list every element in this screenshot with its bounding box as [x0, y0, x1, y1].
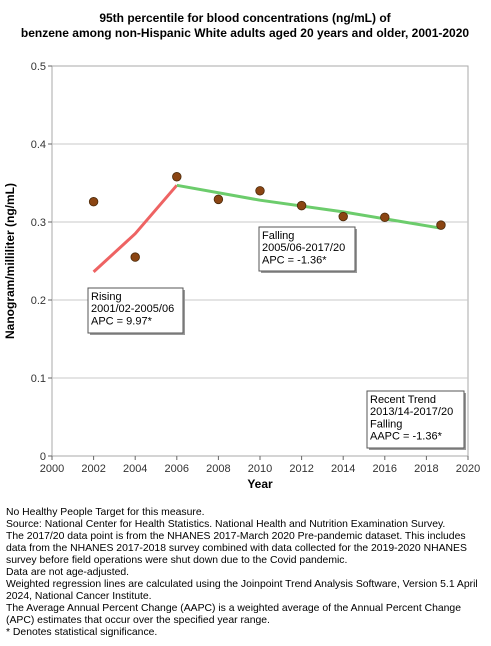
- y-axis-title: Nanogram/milliliter (ng/mL): [3, 183, 17, 339]
- footnotes: No Healthy People Target for this measur…: [6, 507, 488, 639]
- data-points: [88, 172, 446, 262]
- footnote: Data are not age-adjusted.: [6, 567, 130, 578]
- y-axis-ticks: 0 0.1 0.2 0.3 0.4 0.5: [31, 61, 52, 463]
- x-axis-ticks: 2000 2002 2004 2006 2008 2010 2012 2014 2016 2018…: [40, 456, 480, 475]
- footnote: * Denotes statistical significance.: [6, 627, 158, 638]
- x-tick-label: 2014: [331, 463, 355, 475]
- x-tick-label: 2010: [248, 463, 272, 475]
- data-point: [296, 200, 307, 211]
- y-tick-label: 0.1: [31, 373, 46, 385]
- data-point: [436, 220, 446, 230]
- data-point: [172, 172, 182, 182]
- x-tick-label: 2012: [289, 463, 313, 475]
- annotation-line: 2013/14-2017/20: [370, 406, 453, 418]
- y-tick-label: 0.2: [31, 295, 46, 307]
- footnote: Source: National Center for Health Stati…: [6, 519, 446, 530]
- data-point: [130, 252, 140, 262]
- y-tick-label: 0.4: [31, 139, 46, 151]
- footnote: Weighted regression lines are calculated…: [6, 579, 478, 602]
- footnote: No Healthy People Target for this measur…: [6, 507, 205, 518]
- data-point: [338, 211, 348, 222]
- annotation-line: Falling: [370, 418, 402, 430]
- annotation-line: APC = -1.36*: [262, 254, 327, 266]
- annotation-line: AAPC = -1.36*: [370, 431, 443, 443]
- annotation-line: Recent Trend: [370, 394, 436, 406]
- footnote: The Average Annual Percent Change (AAPC)…: [6, 603, 461, 626]
- x-tick-label: 2008: [206, 463, 230, 475]
- annotation-frame: [366, 390, 465, 449]
- chart: 95th percentile for blood concentrations…: [3, 11, 480, 491]
- data-point: [213, 194, 224, 205]
- x-tick-label: 2000: [40, 463, 64, 475]
- footnote: The 2017/20 data point is from the NHANE…: [6, 531, 467, 566]
- annotation-line: APC = 9.97*: [91, 315, 153, 327]
- y-tick-label: 0.5: [31, 61, 46, 73]
- annotation-line: Rising: [91, 291, 122, 303]
- annotation-frame: [87, 287, 184, 334]
- data-point: [255, 186, 265, 196]
- x-tick-label: 2004: [123, 463, 147, 475]
- chart-title-line-2: benzene among non-Hispanic White adults …: [21, 26, 469, 40]
- data-point: [380, 212, 390, 223]
- x-axis-title: Year: [247, 477, 273, 491]
- annotation-line: Falling: [262, 230, 294, 242]
- y-tick-label: 0.3: [31, 217, 46, 229]
- x-tick-label: 2002: [81, 463, 105, 475]
- trend-line-1: [92, 184, 178, 274]
- x-tick-label: 2006: [165, 463, 189, 475]
- annotation-line: 2001/02-2005/06: [91, 303, 174, 315]
- annotation-frame: [258, 226, 356, 272]
- x-tick-label: 2020: [456, 463, 480, 475]
- x-tick-label: 2016: [373, 463, 397, 475]
- annotation-line: 2005/06-2017/20: [262, 242, 345, 254]
- x-tick-label: 2018: [414, 463, 438, 475]
- chart-title-line-1: 95th percentile for blood concentrations…: [99, 11, 391, 25]
- data-point: [88, 197, 99, 207]
- y-tick-label: 0: [40, 451, 46, 463]
